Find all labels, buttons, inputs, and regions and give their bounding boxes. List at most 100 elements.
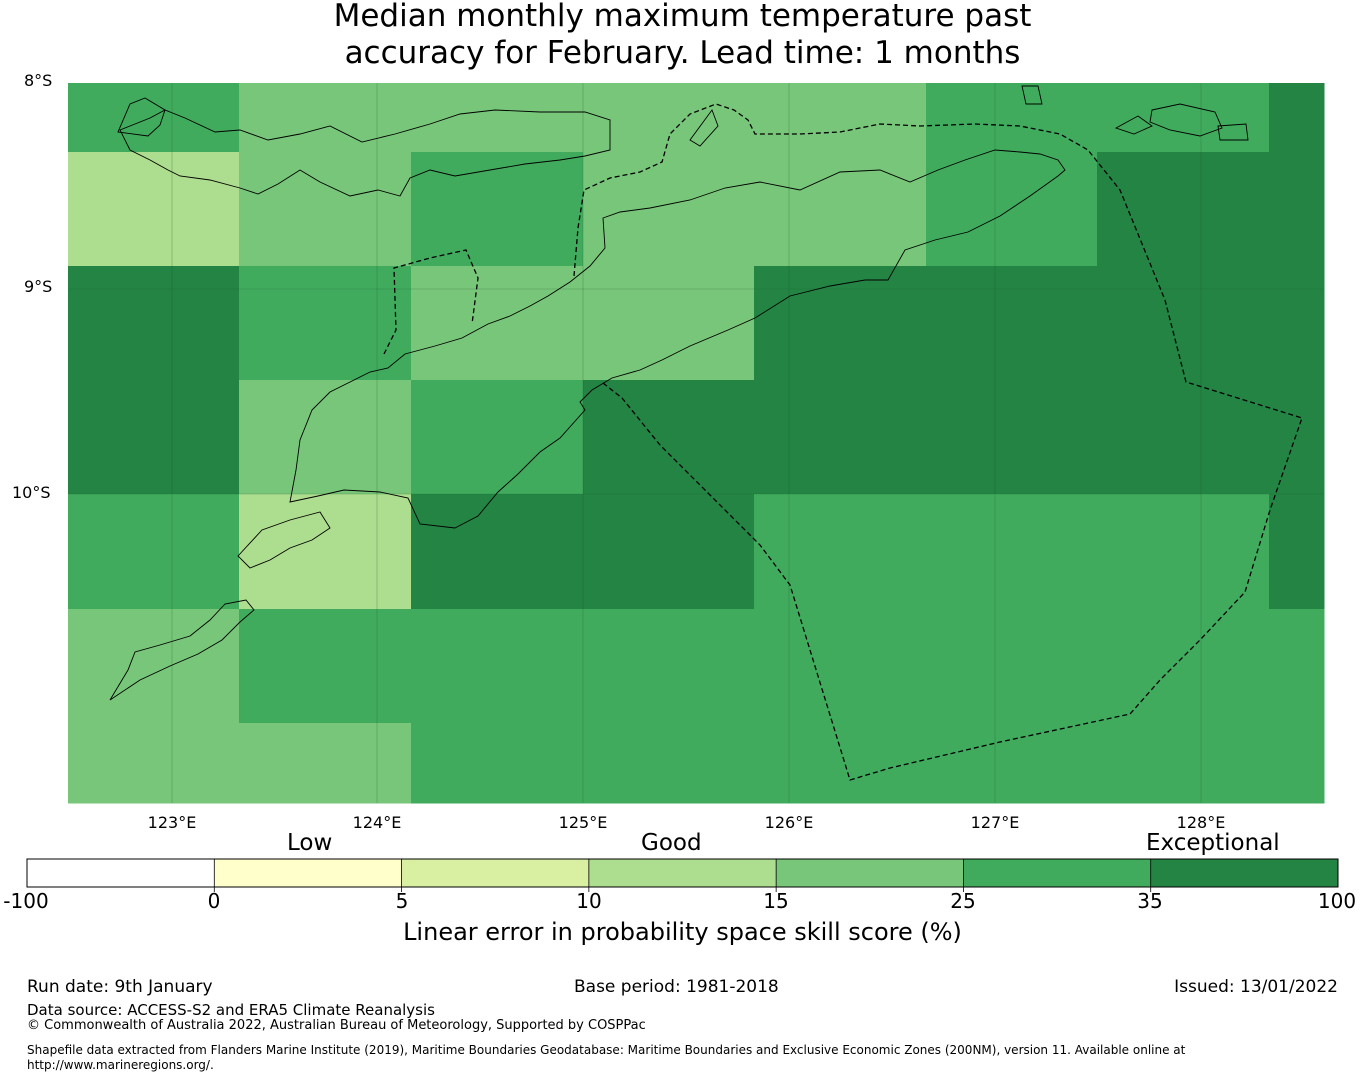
skill-cell <box>583 380 755 495</box>
map-title: Median monthly maximum temperature past … <box>0 0 1365 72</box>
skill-cell <box>68 380 240 495</box>
coastline-islet-2 <box>1217 123 1249 141</box>
colorbar-tick: 100 <box>1317 889 1357 913</box>
skill-cell <box>754 723 927 804</box>
colorbar-label: Linear error in probability space skill … <box>403 918 962 946</box>
coastline-kisar <box>1114 115 1153 135</box>
colorbar-segment <box>588 859 777 887</box>
skill-cell <box>926 494 1098 610</box>
shapefile-credit-line-1: Shapefile data extracted from Flanders M… <box>27 1043 1186 1057</box>
skill-cell <box>411 380 584 495</box>
skill-cell <box>926 723 1098 804</box>
colorbar-frame <box>26 858 1339 888</box>
coastline-timor <box>289 149 1066 529</box>
colorbar-tick: 25 <box>950 889 976 913</box>
colorbar-segment <box>214 859 402 887</box>
skill-cell <box>754 266 927 381</box>
skill-cell <box>239 83 412 153</box>
skill-cell <box>1097 380 1270 495</box>
category-low: Low <box>287 830 333 856</box>
category-good: Good <box>641 830 702 856</box>
skill-cell <box>239 609 412 724</box>
skill-cell <box>239 266 412 381</box>
coastline-savu <box>237 511 331 569</box>
lon-label-127e: 127°E <box>970 813 1020 832</box>
skill-cell <box>583 83 755 153</box>
coastline-alor <box>117 97 166 137</box>
skill-cell <box>239 380 412 495</box>
skill-cell <box>239 723 412 804</box>
skill-cell <box>754 494 927 610</box>
skill-cell <box>68 83 240 153</box>
skill-cell <box>68 266 240 381</box>
colorbar-tick: -100 <box>3 889 49 913</box>
skill-cell <box>754 609 927 724</box>
skill-cell <box>754 152 927 267</box>
skill-cell <box>68 494 240 610</box>
skill-cell <box>1097 723 1270 804</box>
skill-cell <box>411 83 584 153</box>
shapefile-credit-line-2: http://www.marineregions.org/. <box>27 1058 214 1072</box>
base-period: Base period: 1981-2018 <box>574 977 779 997</box>
lon-label-124e: 124°E <box>352 813 402 832</box>
colorbar-segment <box>963 859 1151 887</box>
skill-cell <box>926 152 1098 267</box>
skill-cell <box>926 83 1098 153</box>
skill-cell <box>1269 380 1325 495</box>
colorbar-segment <box>401 859 589 887</box>
skill-cell <box>1269 266 1325 381</box>
colorbar-segment <box>776 859 964 887</box>
skill-cell <box>1269 152 1325 267</box>
lon-label-126e: 126°E <box>764 813 814 832</box>
skill-cell <box>411 494 584 610</box>
skill-cell <box>1097 83 1270 153</box>
title-line-2: accuracy for February. Lead time: 1 mont… <box>344 35 1021 71</box>
coastlines <box>109 85 1249 701</box>
graticule <box>68 83 1324 803</box>
lon-label-125e: 125°E <box>558 813 608 832</box>
lon-label-123e: 123°E <box>147 813 197 832</box>
lat-label-9s: 9°S <box>24 277 53 296</box>
lat-label-8s: 8°S <box>24 71 53 90</box>
coastline-wetar <box>1149 103 1223 137</box>
title-line-1: Median monthly maximum temperature past <box>333 0 1032 34</box>
lon-label-128e: 128°E <box>1176 813 1226 832</box>
skill-cell <box>926 609 1098 724</box>
skill-cell <box>68 723 240 804</box>
colorbar-tick: 5 <box>395 889 409 913</box>
lat-label-10s: 10°S <box>12 483 51 502</box>
skill-grid <box>68 83 1325 804</box>
colorbar-tick: 15 <box>763 889 789 913</box>
skill-cell <box>583 266 755 381</box>
skill-cell <box>411 609 584 724</box>
data-source: Data source: ACCESS-S2 and ERA5 Climate … <box>27 1001 435 1019</box>
colorbar-segment <box>1150 859 1338 887</box>
skill-cell <box>1269 609 1325 724</box>
skill-cell <box>1097 609 1270 724</box>
skill-cell <box>1097 266 1270 381</box>
skill-cell <box>754 83 927 153</box>
skill-cell <box>239 494 412 610</box>
colorbar-segment <box>27 859 215 887</box>
skill-cell <box>583 152 755 267</box>
skill-cell <box>411 723 584 804</box>
eez-boundary-south <box>573 103 1303 781</box>
coastline-sumba <box>109 599 255 701</box>
skill-cell <box>411 152 584 267</box>
coastline-flores-east <box>119 109 611 197</box>
colorbar <box>26 858 1339 892</box>
skill-cell <box>926 266 1098 381</box>
skill-cell <box>1269 494 1325 610</box>
colorbar-tick: 0 <box>207 889 221 913</box>
copyright: © Commonwealth of Australia 2022, Austra… <box>27 1018 646 1033</box>
category-exceptional: Exceptional <box>1146 830 1280 856</box>
skill-cell <box>68 609 240 724</box>
skill-cell <box>1269 723 1325 804</box>
skill-cell <box>1097 152 1270 267</box>
skill-cell <box>1097 494 1270 610</box>
skill-cell <box>926 380 1098 495</box>
skill-cell <box>583 494 755 610</box>
skill-cell <box>583 609 755 724</box>
run-date: Run date: 9th January <box>27 977 213 997</box>
